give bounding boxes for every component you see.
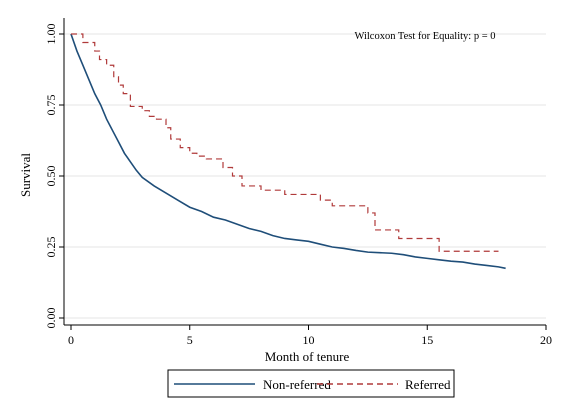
legend-box xyxy=(167,369,455,398)
series-line-non-referred xyxy=(70,33,506,270)
y-tick-label-1: 0.25 xyxy=(44,237,58,258)
x-tick-label-3: 15 xyxy=(421,333,433,347)
y-axis-label: Survival xyxy=(18,153,33,197)
x-tick-label-2: 10 xyxy=(303,333,315,347)
y-tick-label-4: 1.00 xyxy=(44,24,58,45)
y-tick-label-0: 0.00 xyxy=(44,308,58,329)
x-axis-label: Month of tenure xyxy=(265,349,350,364)
ticks: 0.00 0.25 0.50 0.75 1.00 0 5 10 15 20 xyxy=(44,24,552,348)
gridlines xyxy=(64,33,546,319)
legend-label-referred: Referred xyxy=(405,377,451,392)
x-tick-label-0: 0 xyxy=(68,333,74,347)
x-tick-label-1: 5 xyxy=(187,333,193,347)
legend-label-non-referred: Non-referred xyxy=(263,377,331,392)
annotation-text: Wilcoxon Test for Equality: p = 0 xyxy=(354,31,495,42)
y-tick-label-2: 0.50 xyxy=(44,166,58,187)
series-line-referred xyxy=(71,33,499,252)
legend: Non-referred Referred xyxy=(167,369,455,398)
series xyxy=(70,33,506,270)
x-tick-label-4: 20 xyxy=(540,333,552,347)
y-tick-label-3: 0.75 xyxy=(44,95,58,116)
